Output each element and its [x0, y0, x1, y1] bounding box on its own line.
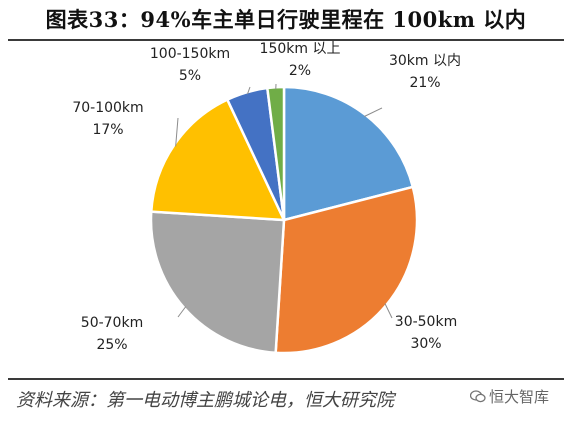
- wechat-icon: [470, 390, 486, 403]
- slice-value-2: 25%: [96, 337, 127, 353]
- slice-value-3: 17%: [92, 122, 123, 138]
- watermark: 恒大智库: [470, 386, 549, 407]
- leader-line-4: [246, 86, 251, 95]
- source-note: 资料来源：第一电动博主鹏城论电，恒大研究院: [16, 390, 394, 411]
- watermark-text: 恒大智库: [489, 388, 550, 406]
- leader-line-2: [177, 306, 187, 318]
- slice-label-4: 100-150km: [150, 46, 230, 62]
- pie-slice-2: [149, 210, 286, 354]
- slice-label-3: 70-100km: [72, 100, 143, 116]
- chart-title: 图表33：94%车主单日行驶里程在 100km 以内: [45, 7, 527, 32]
- slice-label-1: 30-50km: [395, 314, 457, 330]
- slice-value-0: 21%: [409, 75, 440, 91]
- leader-line-1: [384, 303, 393, 319]
- pie-slice-0: [282, 85, 415, 222]
- slice-label-0: 30km 以内: [389, 53, 461, 69]
- source-divider: [8, 378, 564, 380]
- title-divider: [8, 39, 564, 41]
- leader-line-3: [175, 117, 179, 147]
- slice-value-1: 30%: [410, 336, 441, 352]
- pie-slice-3: [150, 98, 286, 222]
- slice-value-5: 2%: [289, 63, 311, 79]
- leader-line-0: [364, 107, 383, 117]
- slice-label-5: 150km 以上: [260, 41, 341, 57]
- pie-slice-1: [274, 185, 419, 355]
- slice-value-4: 5%: [179, 68, 201, 84]
- slice-label-2: 50-70km: [81, 315, 143, 331]
